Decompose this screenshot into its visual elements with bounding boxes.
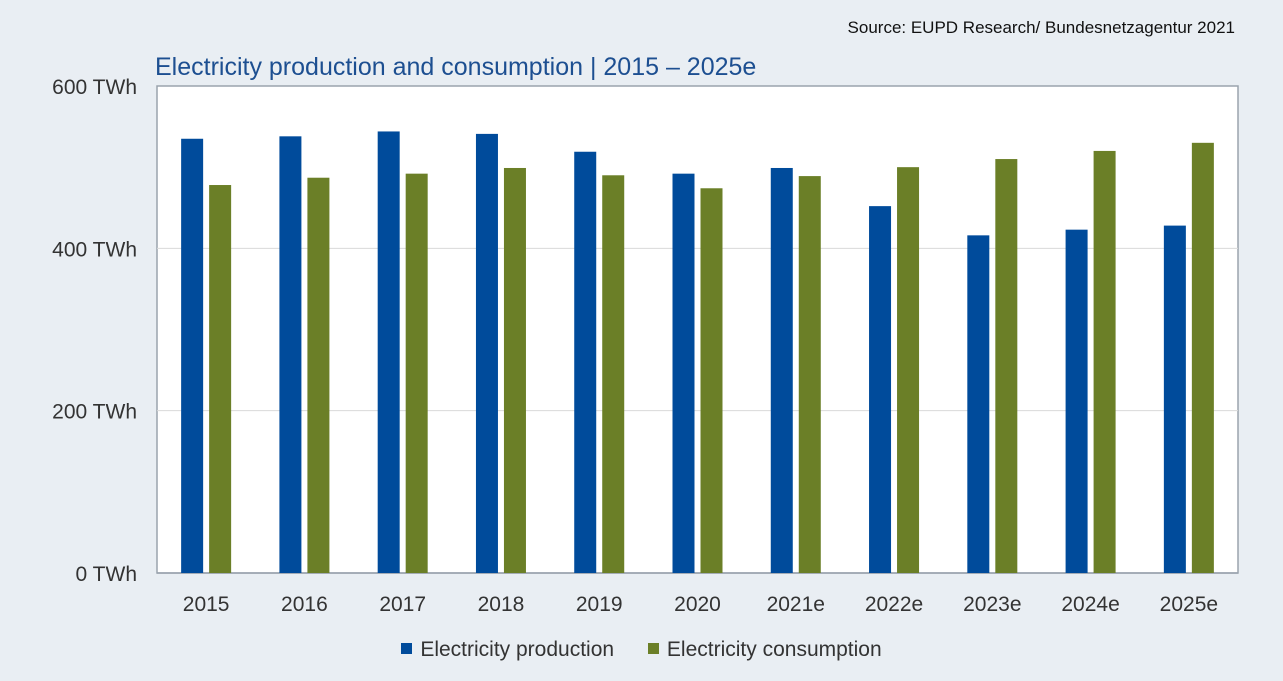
bar-production-2024e [1065, 229, 1088, 574]
bar-consumption-2016 [307, 177, 330, 574]
x-tick-label: 2017 [379, 593, 426, 616]
x-tick-label: 2021e [767, 593, 825, 616]
bar-production-2021e [770, 167, 793, 573]
x-tick-label: 2016 [281, 593, 328, 616]
bar-production-2019 [574, 151, 597, 573]
bar-production-2025e [1163, 225, 1186, 573]
bar-production-2022e [869, 206, 892, 574]
bar-production-2020 [672, 173, 695, 573]
bar-consumption-2022e [897, 167, 920, 573]
y-tick-label: 200 TWh [52, 401, 137, 424]
bar-consumption-2023e [995, 159, 1018, 574]
legend-item-consumption: Electricity consumption [647, 638, 882, 662]
legend: Electricity production Electricity consu… [0, 638, 1283, 662]
bar-consumption-2019 [602, 175, 625, 574]
x-tick-label: 2022e [865, 593, 923, 616]
x-tick-label: 2024e [1061, 593, 1119, 616]
bar-consumption-2020 [700, 188, 723, 573]
x-tick-label: 2015 [183, 593, 230, 616]
y-tick-label: 600 TWh [52, 76, 137, 99]
bar-consumption-2024e [1093, 150, 1116, 573]
bar-production-2015 [181, 138, 204, 573]
bar-consumption-2025e [1191, 142, 1214, 574]
bar-consumption-2015 [209, 185, 232, 574]
chart-title: Electricity production and consumption |… [155, 53, 757, 81]
bar-consumption-2017 [405, 173, 428, 573]
legend-swatch-consumption [647, 642, 659, 654]
legend-item-production: Electricity production [401, 638, 614, 662]
x-tick-label: 2019 [576, 593, 623, 616]
y-tick-label: 0 TWh [76, 563, 137, 586]
x-tick-label: 2020 [674, 593, 721, 616]
legend-label-consumption: Electricity consumption [666, 638, 882, 661]
bar-consumption-2021e [798, 176, 821, 573]
bar-production-2017 [377, 131, 400, 573]
bar-production-2023e [967, 235, 990, 573]
y-tick-label: 400 TWh [52, 238, 137, 261]
bar-consumption-2018 [503, 167, 526, 573]
legend-label-production: Electricity production [420, 638, 615, 661]
source-note: Source: EUPD Research/ Bundesnetzagentur… [847, 18, 1235, 37]
x-tick-label: 2018 [478, 593, 525, 616]
bar-production-2018 [475, 133, 498, 573]
bar-production-2016 [279, 136, 302, 573]
x-tick-label: 2025e [1160, 593, 1218, 616]
plot-area [156, 85, 1239, 574]
legend-swatch-production [401, 642, 413, 654]
x-tick-label: 2023e [963, 593, 1021, 616]
